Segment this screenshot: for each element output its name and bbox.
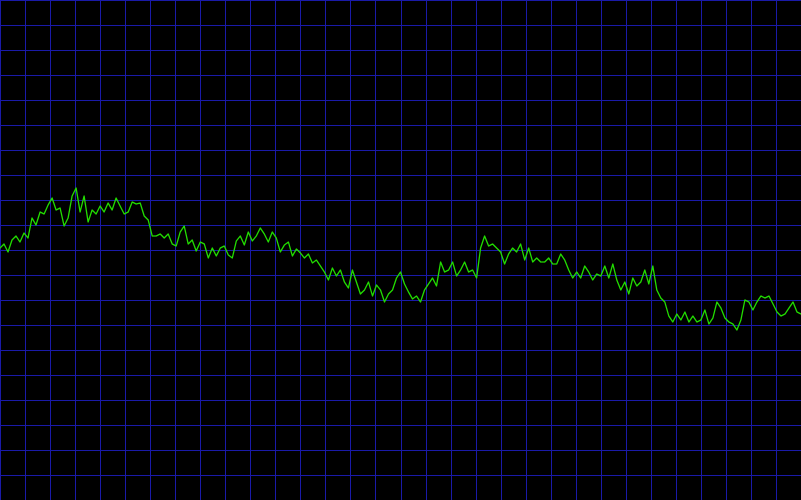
signal-trace-line: [0, 187, 801, 331]
